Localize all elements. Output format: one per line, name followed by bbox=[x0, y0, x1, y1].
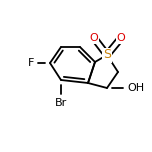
Text: OH: OH bbox=[127, 83, 144, 93]
Text: O: O bbox=[117, 33, 125, 43]
Text: Br: Br bbox=[55, 98, 67, 108]
Text: F: F bbox=[28, 58, 34, 68]
Text: O: O bbox=[90, 33, 98, 43]
Text: S: S bbox=[103, 48, 111, 62]
